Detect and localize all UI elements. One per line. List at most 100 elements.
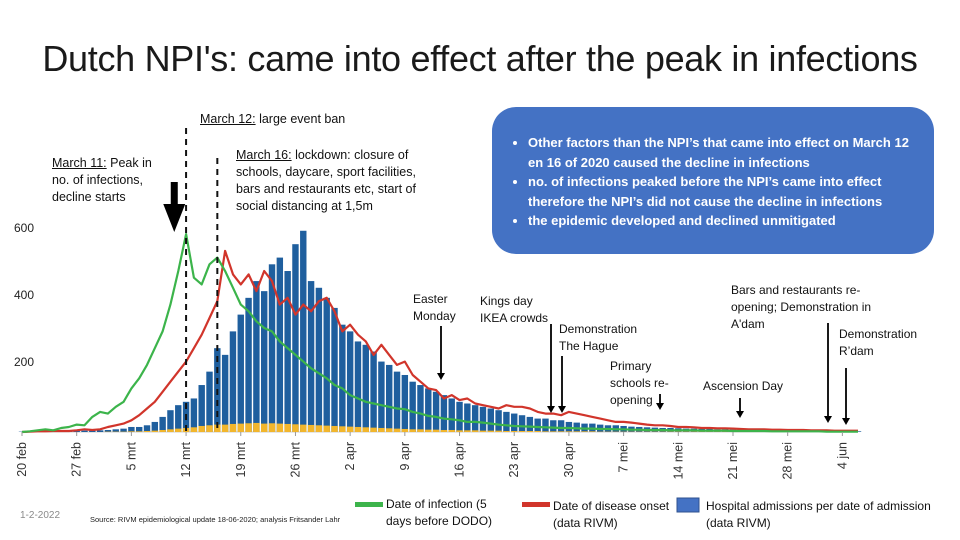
bar-blue bbox=[386, 364, 393, 432]
bar-blue bbox=[401, 374, 409, 432]
legend-red-label: Date of disease onset (data RIVM) bbox=[553, 499, 670, 530]
bar-blue bbox=[370, 351, 377, 432]
x-tick-label: 14 mei bbox=[671, 442, 685, 480]
bar-blue bbox=[143, 425, 151, 432]
bar-orange bbox=[448, 429, 455, 432]
series-line-infection bbox=[21, 233, 858, 434]
event-arrow-head bbox=[558, 406, 566, 413]
bar-orange bbox=[151, 430, 159, 432]
x-tick-label: 27 feb bbox=[70, 442, 84, 477]
bar-blue bbox=[409, 381, 416, 432]
lines bbox=[21, 233, 858, 434]
bar-orange bbox=[409, 429, 416, 432]
bar-orange bbox=[237, 423, 244, 432]
annotation-march-11: March 11: Peak in no. of infections, dec… bbox=[52, 155, 170, 206]
bar-orange bbox=[440, 429, 448, 432]
bar-blue bbox=[331, 307, 338, 432]
bar-orange bbox=[362, 427, 369, 432]
bar-blue bbox=[89, 430, 96, 432]
x-tick-label: 26 mrt bbox=[288, 441, 302, 477]
info-box-list: Other factors than the NPI’s that came i… bbox=[510, 133, 914, 231]
x-tick-label: 30 apr bbox=[562, 442, 576, 477]
legend-blue-label: Hospital admissions per date of admissio… bbox=[706, 499, 931, 530]
bar-orange bbox=[135, 431, 143, 432]
source-note: Source: RIVM epidemiological update 18-0… bbox=[90, 515, 341, 524]
x-tick-label: 4 jun bbox=[835, 442, 849, 469]
bar-orange bbox=[370, 427, 377, 432]
bar-orange bbox=[581, 431, 588, 432]
annotation-march-16-label: March 16: bbox=[236, 148, 292, 162]
bar-orange bbox=[573, 431, 580, 432]
bar-blue bbox=[542, 418, 549, 432]
bar-blue bbox=[159, 416, 166, 432]
bar-blue bbox=[425, 388, 432, 432]
bar-blue bbox=[471, 405, 479, 432]
ytick-600: 600 bbox=[14, 221, 35, 235]
event-demonstration-the-hague: Demonstration The Hague bbox=[559, 322, 638, 353]
bar-orange bbox=[503, 430, 510, 432]
event-demonstration-rdam: Demonstration R’dam bbox=[839, 327, 918, 358]
bar-orange bbox=[589, 431, 596, 432]
x-tick-label: 23 apr bbox=[507, 442, 521, 477]
event-arrows bbox=[163, 182, 850, 425]
bar-orange bbox=[284, 423, 291, 432]
bar-blue bbox=[261, 291, 268, 432]
bar-blue bbox=[292, 244, 299, 432]
ytick-400: 400 bbox=[14, 288, 35, 302]
bar-orange bbox=[534, 430, 541, 432]
x-tick-label: 21 mei bbox=[726, 442, 740, 480]
ytick-200: 200 bbox=[14, 355, 35, 369]
bar-orange bbox=[479, 430, 487, 432]
bar-blue bbox=[237, 314, 244, 432]
bar-blue bbox=[175, 405, 182, 432]
npi-vertical-lines bbox=[185, 128, 219, 432]
info-bullet-1: Other factors than the NPI’s that came i… bbox=[528, 133, 914, 172]
bar-orange bbox=[518, 430, 526, 432]
bar-blue bbox=[112, 429, 119, 432]
event-bars-reopening: Bars and restaurants re-opening; Demonst… bbox=[731, 283, 872, 331]
bar-blue bbox=[495, 410, 502, 432]
event-arrow-head bbox=[437, 373, 445, 380]
annotation-march-11-label: March 11: bbox=[52, 156, 107, 170]
bar-blue bbox=[96, 430, 104, 432]
bar-blue bbox=[198, 385, 205, 432]
bar-blue bbox=[120, 428, 127, 432]
bar-orange bbox=[323, 425, 330, 432]
bar-blue bbox=[221, 354, 229, 432]
bars bbox=[18, 230, 862, 432]
annotation-march-12-label: March 12: bbox=[200, 112, 256, 126]
bar-orange bbox=[456, 430, 463, 432]
bar-blue bbox=[393, 371, 401, 432]
bar-blue bbox=[362, 344, 369, 432]
x-tick-label: 7 mei bbox=[617, 442, 631, 473]
bar-orange bbox=[339, 426, 346, 432]
bar-orange bbox=[464, 430, 471, 432]
bar-blue bbox=[245, 297, 252, 432]
bar-orange bbox=[425, 429, 432, 432]
event-ascension-day: Ascension Day bbox=[703, 379, 784, 393]
bar-blue bbox=[456, 401, 463, 432]
annotation-march-11-text: Peak in no. of infections, decline start… bbox=[52, 156, 152, 204]
bar-blue bbox=[440, 395, 448, 432]
x-ticks: 20 feb 27 feb 5 mrt 12 mrt 19 mrt 26 mrt 2 apr… bbox=[15, 432, 849, 480]
bar-blue bbox=[518, 415, 526, 432]
bar-orange bbox=[386, 428, 393, 432]
annotation-march-12: March 12: large event ban bbox=[200, 111, 400, 128]
bar-orange bbox=[471, 430, 479, 432]
bar-blue bbox=[81, 430, 88, 432]
bar-orange bbox=[245, 423, 252, 432]
bar-blue bbox=[135, 426, 143, 432]
x-tick-label: 20 feb bbox=[15, 442, 29, 477]
bar-orange bbox=[276, 423, 284, 432]
annotation-march-12-text: large event ban bbox=[255, 112, 346, 126]
bar-blue bbox=[464, 403, 471, 432]
bar-orange bbox=[143, 430, 151, 432]
bar-blue bbox=[354, 341, 362, 432]
event-arrow-head bbox=[842, 418, 850, 425]
bar-orange bbox=[331, 425, 338, 432]
event-arrow-head bbox=[547, 406, 555, 413]
bar-blue bbox=[206, 371, 213, 432]
bar-orange bbox=[292, 424, 299, 432]
bar-blue bbox=[432, 391, 440, 432]
event-primary-schools: Primary schools re-opening bbox=[610, 359, 669, 407]
